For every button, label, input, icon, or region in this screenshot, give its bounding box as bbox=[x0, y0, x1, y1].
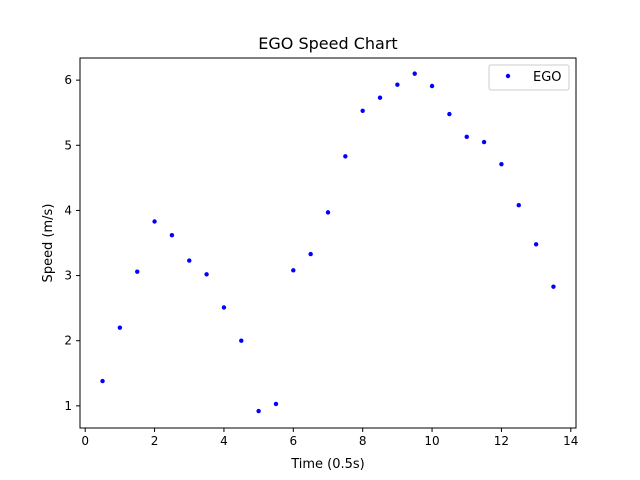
data-point bbox=[395, 82, 400, 87]
data-point bbox=[516, 203, 521, 208]
data-point bbox=[464, 134, 469, 140]
x-tick-label: 14 bbox=[563, 434, 578, 448]
y-tick-label: 6 bbox=[64, 73, 72, 87]
data-point bbox=[204, 272, 209, 277]
x-tick-label: 2 bbox=[151, 434, 159, 448]
x-tick-label: 0 bbox=[81, 434, 89, 448]
data-point bbox=[117, 325, 123, 330]
data-point bbox=[533, 242, 539, 247]
x-tick-label: 4 bbox=[220, 434, 228, 448]
y-axis-label: Speed (m/s) bbox=[41, 204, 56, 283]
data-point bbox=[169, 232, 175, 238]
data-point bbox=[239, 338, 244, 343]
x-axis-label: Time (0.5s) bbox=[290, 457, 365, 472]
data-point bbox=[308, 251, 313, 257]
y-tick-label: 4 bbox=[64, 203, 72, 217]
x-tick-label: 8 bbox=[359, 434, 367, 448]
data-point bbox=[412, 71, 417, 76]
data-point bbox=[447, 111, 452, 117]
data-point bbox=[152, 219, 157, 224]
legend-box bbox=[488, 64, 570, 91]
plot-area-frame bbox=[79, 57, 577, 429]
legend-marker bbox=[505, 73, 511, 79]
x-axis-ticks: 0 2 4 6 8 10 12 14 bbox=[81, 428, 578, 448]
data-points bbox=[100, 71, 556, 414]
y-axis-ticks: 1 2 3 4 5 6 bbox=[64, 73, 80, 413]
y-tick-label: 3 bbox=[64, 269, 72, 283]
data-point bbox=[551, 284, 556, 289]
data-point bbox=[325, 210, 331, 215]
y-tick-label: 2 bbox=[64, 334, 72, 348]
legend-label: EGO bbox=[533, 70, 562, 85]
data-point bbox=[135, 269, 140, 274]
data-point bbox=[187, 258, 192, 263]
data-point bbox=[273, 401, 279, 407]
x-tick-label: 10 bbox=[424, 434, 439, 448]
data-point bbox=[429, 83, 435, 89]
data-point bbox=[377, 95, 383, 100]
legend: EGO bbox=[488, 64, 570, 91]
data-point bbox=[100, 378, 105, 384]
data-point bbox=[360, 108, 365, 113]
data-point bbox=[291, 268, 296, 273]
data-point bbox=[499, 161, 504, 167]
y-tick-label: 1 bbox=[64, 399, 72, 413]
x-tick-label: 12 bbox=[494, 434, 509, 448]
x-tick-label: 6 bbox=[289, 434, 297, 448]
y-tick-label: 5 bbox=[64, 138, 72, 152]
chart-title: EGO Speed Chart bbox=[258, 34, 397, 53]
data-point bbox=[256, 408, 261, 414]
data-point bbox=[481, 139, 487, 145]
data-point bbox=[343, 154, 348, 159]
data-point bbox=[221, 305, 227, 310]
